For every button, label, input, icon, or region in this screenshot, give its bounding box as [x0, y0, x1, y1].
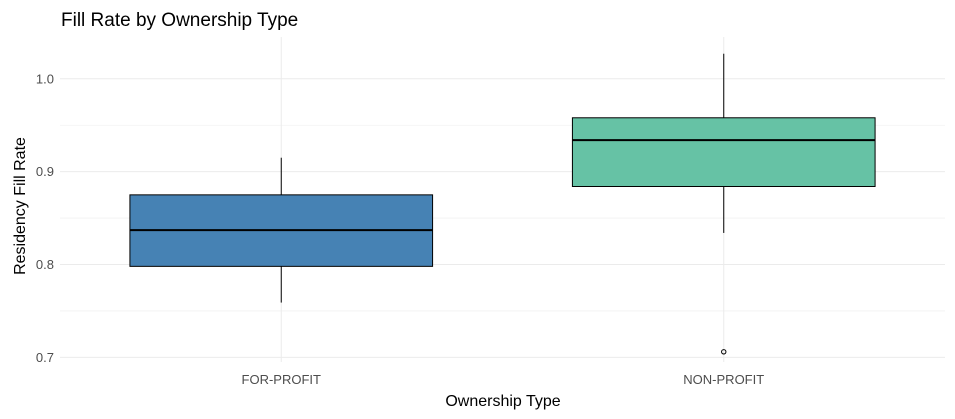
y-axis-ticks: 0.7 0.8 0.9 1.0: [36, 71, 54, 365]
x-axis-title: Ownership Type: [445, 393, 560, 410]
y-tick-label: 0.8: [36, 257, 54, 272]
y-tick-label: 1.0: [36, 71, 54, 86]
y-tick-label: 0.9: [36, 164, 54, 179]
box-group: [129, 157, 434, 303]
y-axis-title: Residency Fill Rate: [12, 137, 29, 275]
box-iqr: [571, 117, 876, 187]
box-series: [129, 53, 876, 355]
box-group: [571, 53, 876, 355]
x-axis-ticks: FOR-PROFIT NON-PROFIT: [242, 372, 765, 387]
x-tick-label: FOR-PROFIT: [242, 372, 321, 387]
y-tick-label: 0.7: [36, 350, 54, 365]
x-tick-label: NON-PROFIT: [683, 372, 764, 387]
outlier-point: [721, 349, 727, 355]
chart-title: Fill Rate by Ownership Type: [61, 10, 298, 31]
